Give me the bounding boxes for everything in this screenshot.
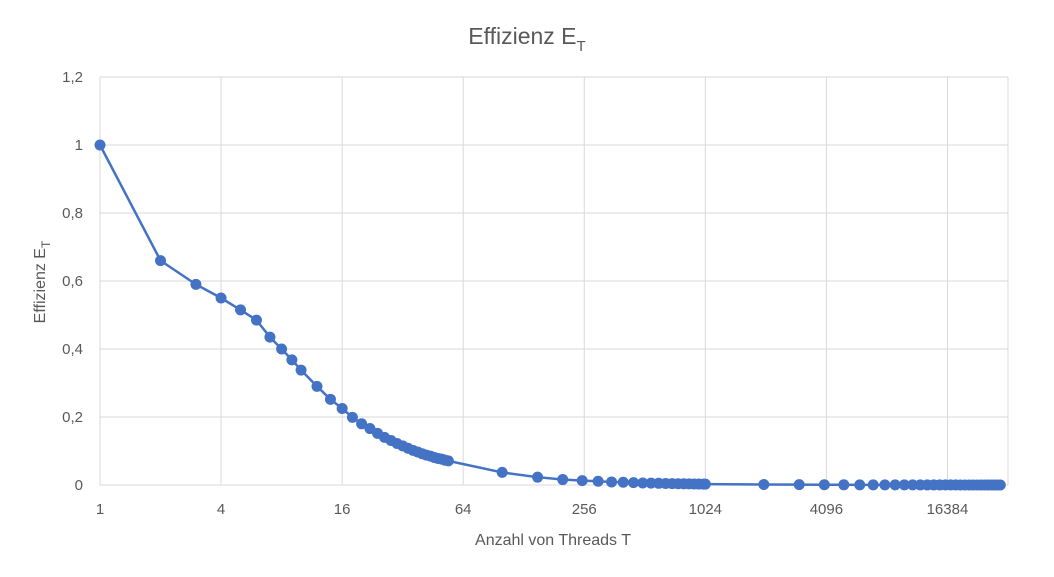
- y-tick-label: 0,6: [62, 273, 83, 290]
- y-tick-label: 0,8: [62, 205, 83, 222]
- data-point: [295, 364, 307, 376]
- data-point: [235, 304, 247, 316]
- data-point: [286, 354, 298, 366]
- data-point: [215, 292, 227, 304]
- data-point: [879, 479, 891, 491]
- y-axis-title-subscript: T: [39, 240, 53, 248]
- data-point: [637, 477, 649, 489]
- data-point: [854, 479, 866, 491]
- y-tick-label: 0,2: [62, 409, 83, 426]
- x-tick-label: 256: [572, 501, 597, 518]
- series-efficiency: [94, 139, 1006, 491]
- y-axis-ticks: 0 0,2 0,4 0,6 0,8 1 1,2: [62, 69, 83, 494]
- y-tick-label: 1: [75, 137, 83, 154]
- x-tick-label: 16384: [927, 501, 969, 518]
- y-axis-title: Effizienz ET: [32, 240, 53, 323]
- data-point: [356, 418, 368, 430]
- data-point: [898, 479, 910, 491]
- data-point: [606, 476, 618, 488]
- x-tick-label: 4096: [810, 501, 843, 518]
- data-point: [250, 314, 262, 326]
- data-point: [838, 479, 850, 491]
- data-point: [324, 393, 336, 405]
- chart-title-main: Effizienz E: [468, 23, 576, 49]
- data-point: [155, 255, 167, 267]
- data-point: [994, 479, 1006, 491]
- data-point: [699, 478, 711, 490]
- data-point: [758, 479, 770, 491]
- x-axis-title: Anzahl von Threads T: [475, 532, 631, 549]
- data-point: [557, 474, 569, 486]
- chart-title: Effizienz ET: [468, 23, 585, 55]
- x-tick-label: 1: [96, 501, 104, 518]
- data-point: [889, 479, 901, 491]
- y-tick-label: 0: [75, 477, 83, 494]
- x-tick-label: 64: [455, 501, 472, 518]
- x-axis-ticks: 1 4 16 64 256 1024 4096 16384: [96, 501, 968, 518]
- data-point: [442, 455, 454, 467]
- data-point: [336, 403, 348, 414]
- data-point: [818, 479, 830, 491]
- data-point: [907, 479, 919, 491]
- gridlines: [99, 76, 1009, 486]
- y-tick-label: 0,4: [62, 341, 83, 358]
- data-point: [793, 479, 805, 491]
- data-point: [532, 471, 544, 483]
- x-tick-label: 4: [217, 501, 225, 518]
- data-point: [94, 139, 106, 151]
- series-line: [98, 144, 1001, 487]
- data-point: [592, 475, 604, 487]
- data-point: [311, 380, 323, 392]
- y-axis-title-main: Effizienz E: [32, 248, 49, 323]
- data-point: [496, 466, 508, 478]
- y-tick-label: 1,2: [62, 69, 83, 86]
- x-tick-label: 16: [334, 501, 351, 518]
- data-point: [190, 278, 202, 290]
- x-tick-label: 1024: [689, 501, 722, 518]
- data-point: [264, 331, 276, 343]
- chart-title-subscript: T: [577, 38, 586, 55]
- data-point: [576, 475, 588, 487]
- data-point: [617, 476, 629, 488]
- data-point: [346, 411, 358, 423]
- data-point: [276, 343, 288, 355]
- data-point: [628, 477, 640, 489]
- data-point: [867, 479, 879, 491]
